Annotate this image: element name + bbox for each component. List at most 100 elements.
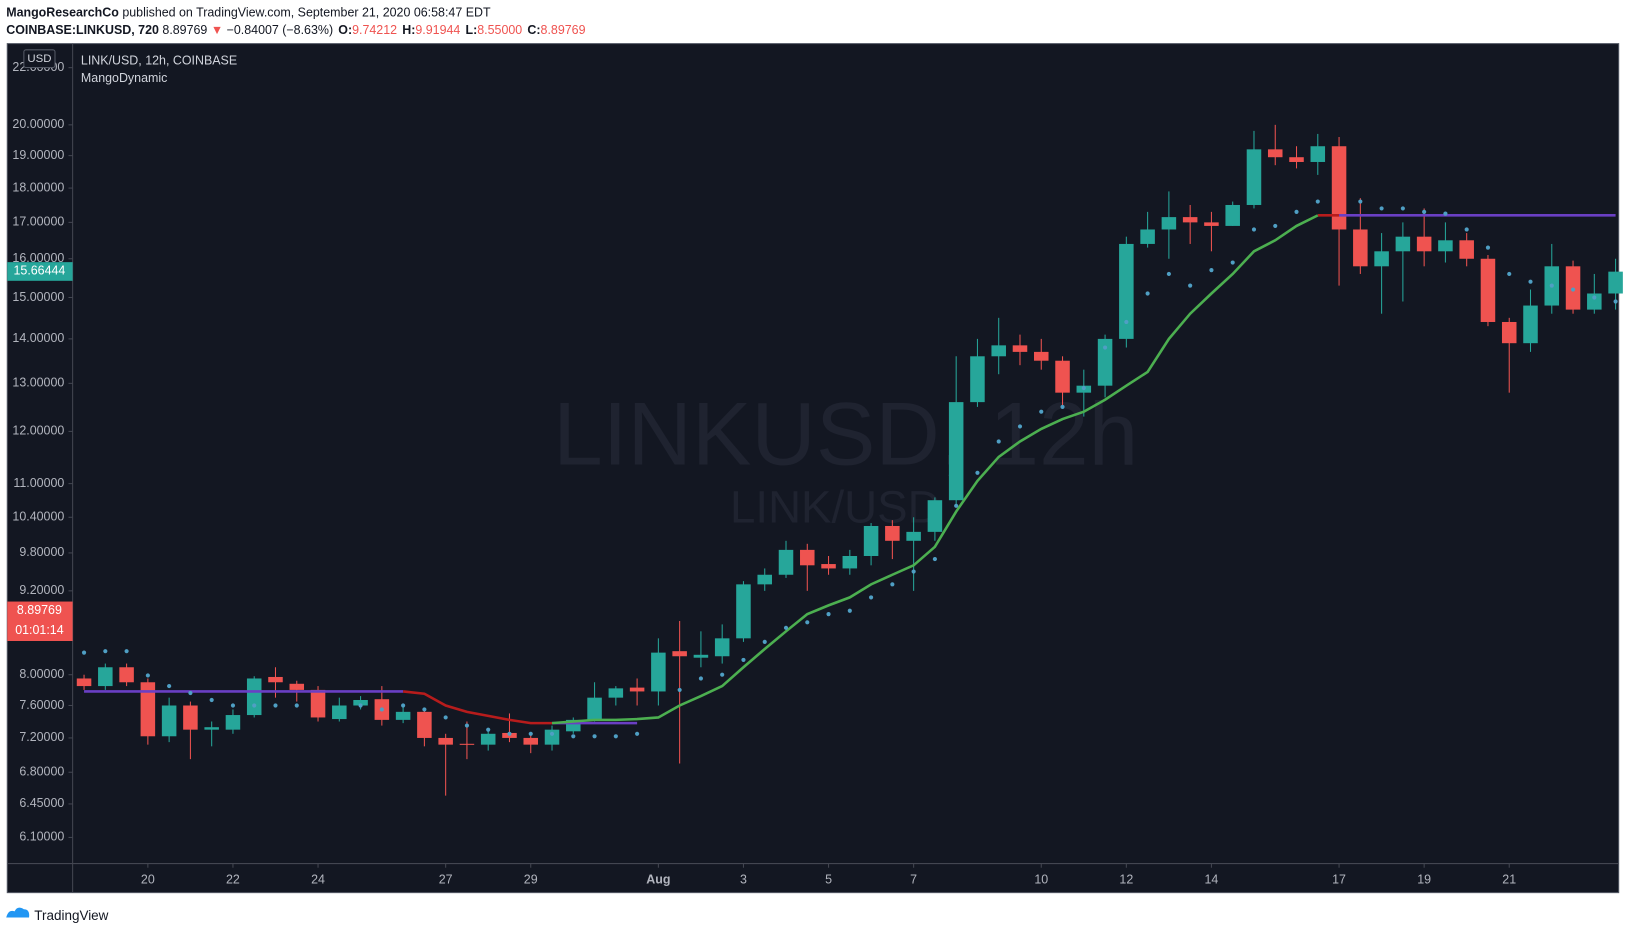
indicator-dot — [443, 715, 448, 720]
price-label-box — [7, 262, 73, 281]
indicator-dot — [571, 734, 576, 739]
candle-body — [395, 711, 411, 720]
indicator-dot — [592, 734, 597, 739]
indicator-dot — [1592, 295, 1597, 300]
indicator-dot — [613, 734, 618, 739]
indicator-dot — [1549, 283, 1554, 288]
candle-body — [1033, 351, 1049, 361]
indicator-dot — [1209, 268, 1214, 273]
candle-body — [821, 564, 836, 569]
indicator-dot — [464, 723, 470, 728]
candle-body — [1267, 149, 1283, 158]
indicator-dot — [1358, 199, 1363, 204]
y-tick-label: 19.00000 — [12, 148, 64, 162]
candle-body — [353, 699, 368, 706]
y-tick-label: 13.00000 — [12, 376, 64, 390]
indicator-dot — [188, 690, 193, 696]
y-tick-label: 16.00000 — [12, 251, 64, 265]
candle-body — [800, 549, 815, 566]
candle-body — [1246, 149, 1262, 205]
candle-body — [140, 682, 156, 737]
indicator-dot — [635, 731, 640, 736]
indicator-dot — [762, 639, 767, 644]
y-tick-label: 15.00000 — [12, 290, 64, 304]
y-tick-label: 7.60000 — [19, 698, 64, 712]
candle-body — [417, 711, 432, 738]
candle-body — [885, 525, 900, 541]
indicator-dot — [1422, 209, 1427, 214]
plot: 6.10000 6.45000 6.80000 7.20000 7.60000 8.000… — [12, 60, 1623, 886]
x-tick-label: 27 — [439, 872, 453, 886]
candle-body — [970, 356, 985, 403]
candle-body — [1289, 157, 1304, 162]
indicator-dot — [401, 703, 406, 708]
indicator-dot — [1294, 209, 1299, 214]
indicator-dot — [1443, 211, 1448, 216]
indicator-dot — [486, 727, 491, 732]
indicator-dot — [1528, 279, 1533, 284]
indicator-dot — [294, 703, 299, 708]
indicator-dot — [1613, 299, 1618, 304]
currency-badge[interactable] — [23, 49, 56, 68]
indicator-dot — [720, 672, 725, 677]
y-tick-label: 8.00000 — [19, 667, 64, 681]
y-tick-label: 20.00000 — [12, 117, 64, 131]
candle-body — [1310, 146, 1326, 162]
x-tick-label: 10 — [1034, 872, 1048, 886]
candle-body — [119, 667, 134, 683]
y-tick-label: 6.10000 — [19, 830, 64, 844]
x-tick-label: 5 — [825, 872, 832, 886]
indicator-dot — [847, 608, 852, 613]
indicator-dot — [422, 707, 427, 712]
candle-body — [438, 737, 453, 745]
candle-body — [714, 638, 730, 657]
indicator-dot — [81, 650, 87, 655]
indicator-dot — [252, 703, 257, 708]
ohlc-key: C: — [527, 23, 540, 37]
candle-body — [1459, 240, 1474, 259]
candle-body — [225, 715, 241, 730]
candle-body — [1608, 271, 1623, 294]
header-line-1: MangoResearchCo published on TradingView… — [6, 6, 491, 20]
last-price: 8.89769 — [162, 23, 207, 37]
candle-body — [1416, 236, 1432, 252]
ohlc-value: 9.91944 — [415, 23, 460, 37]
indicator-dot — [1230, 260, 1235, 265]
candle-body — [310, 689, 326, 718]
indicator-dot — [826, 612, 831, 617]
candle-body — [1501, 321, 1517, 344]
candle-body — [459, 743, 475, 745]
candle-body — [289, 683, 305, 690]
y-tick-label: 7.20000 — [19, 730, 64, 744]
price-label: 8.89769 — [17, 603, 62, 617]
x-tick-label: 19 — [1417, 872, 1431, 886]
indicator-dot — [1315, 199, 1320, 204]
y-tick-label: 11.00000 — [13, 476, 64, 490]
chart-pane — [6, 43, 1620, 894]
indicator-line — [551, 214, 1319, 725]
candle-body — [1587, 293, 1602, 310]
indicator-dot — [103, 649, 108, 654]
candle-body — [1225, 204, 1240, 226]
watermark-sub: LINK/USD — [730, 482, 941, 533]
y-tick-label: 6.45000 — [19, 796, 64, 810]
indicator-dot — [1379, 206, 1384, 211]
indicator-dot — [358, 703, 363, 708]
x-tick-label: 7 — [910, 872, 917, 886]
price-label-box — [7, 601, 73, 641]
indicator-dot — [1102, 345, 1108, 350]
indicator-dot — [1166, 271, 1171, 277]
candle-body — [1097, 338, 1113, 386]
indicator-dot — [1017, 424, 1023, 429]
indicator-dot — [1464, 227, 1469, 232]
candle-body — [629, 687, 645, 692]
y-tick-label: 9.20000 — [19, 583, 64, 597]
ohlc-key: L: — [466, 23, 478, 37]
indicator-dot — [528, 731, 533, 736]
candle-body — [587, 697, 602, 720]
candle-body — [651, 652, 666, 692]
indicator-dot — [145, 673, 150, 678]
ohlc-key: O: — [338, 23, 352, 37]
y-tick-label: 12.00000 — [12, 424, 64, 438]
